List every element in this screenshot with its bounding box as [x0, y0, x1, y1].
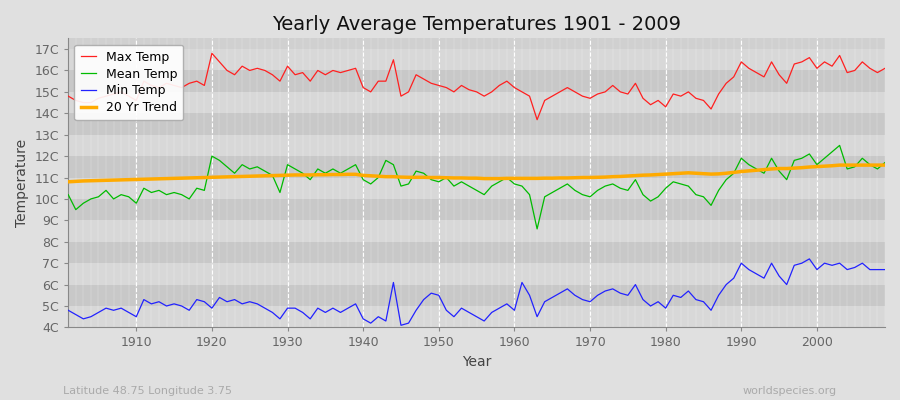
Mean Temp	[834, 143, 845, 148]
20 Yr Trend	[335, 172, 346, 177]
20 Yr Trend	[834, 163, 845, 168]
Max Temp	[517, 90, 527, 94]
Min Temp	[396, 323, 407, 328]
Bar	[68, 306, 885, 328]
20 Yr Trend	[123, 177, 134, 182]
Max Temp	[879, 66, 890, 71]
X-axis label: Year: Year	[462, 355, 491, 369]
Bar	[68, 284, 885, 306]
Mean Temp	[63, 192, 74, 197]
Mean Temp	[123, 194, 134, 199]
Min Temp	[509, 308, 520, 313]
Mean Temp	[608, 182, 618, 186]
Bar	[68, 156, 885, 178]
20 Yr Trend	[509, 176, 520, 181]
Min Temp	[879, 267, 890, 272]
Legend: Max Temp, Mean Temp, Min Temp, 20 Yr Trend: Max Temp, Mean Temp, Min Temp, 20 Yr Tre…	[75, 44, 184, 120]
Bar	[68, 220, 885, 242]
Mean Temp	[335, 171, 346, 176]
Max Temp	[297, 70, 308, 75]
Mean Temp	[532, 226, 543, 231]
Bar	[68, 49, 885, 70]
Max Temp	[509, 85, 520, 90]
Line: Min Temp: Min Temp	[68, 259, 885, 325]
Max Temp	[532, 117, 543, 122]
Min Temp	[608, 286, 618, 291]
Bar	[68, 263, 885, 284]
Mean Temp	[879, 160, 890, 165]
Bar	[68, 135, 885, 156]
Bar	[68, 113, 885, 135]
Text: Latitude 48.75 Longitude 3.75: Latitude 48.75 Longitude 3.75	[63, 386, 232, 396]
Max Temp	[206, 51, 217, 56]
Text: worldspecies.org: worldspecies.org	[742, 386, 837, 396]
20 Yr Trend	[501, 176, 512, 181]
Title: Yearly Average Temperatures 1901 - 2009: Yearly Average Temperatures 1901 - 2009	[272, 15, 681, 34]
Bar	[68, 199, 885, 220]
Bar	[68, 178, 885, 199]
Max Temp	[343, 68, 354, 73]
20 Yr Trend	[290, 172, 301, 177]
Bar	[68, 92, 885, 113]
Bar	[68, 70, 885, 92]
Line: Mean Temp: Mean Temp	[68, 146, 885, 229]
Mean Temp	[509, 182, 520, 186]
20 Yr Trend	[879, 163, 890, 168]
Mean Temp	[501, 175, 512, 180]
Bar	[68, 242, 885, 263]
Max Temp	[615, 90, 626, 94]
Mean Temp	[290, 166, 301, 171]
Max Temp	[123, 94, 134, 98]
20 Yr Trend	[599, 175, 610, 180]
Min Temp	[804, 256, 814, 261]
Max Temp	[63, 94, 74, 98]
20 Yr Trend	[63, 180, 74, 184]
Min Temp	[517, 280, 527, 285]
Min Temp	[290, 306, 301, 310]
Min Temp	[63, 308, 74, 313]
Line: Max Temp: Max Temp	[68, 53, 885, 120]
Y-axis label: Temperature: Temperature	[15, 139, 29, 227]
Line: 20 Yr Trend: 20 Yr Trend	[68, 165, 885, 182]
Min Temp	[123, 310, 134, 315]
Min Temp	[335, 310, 346, 315]
